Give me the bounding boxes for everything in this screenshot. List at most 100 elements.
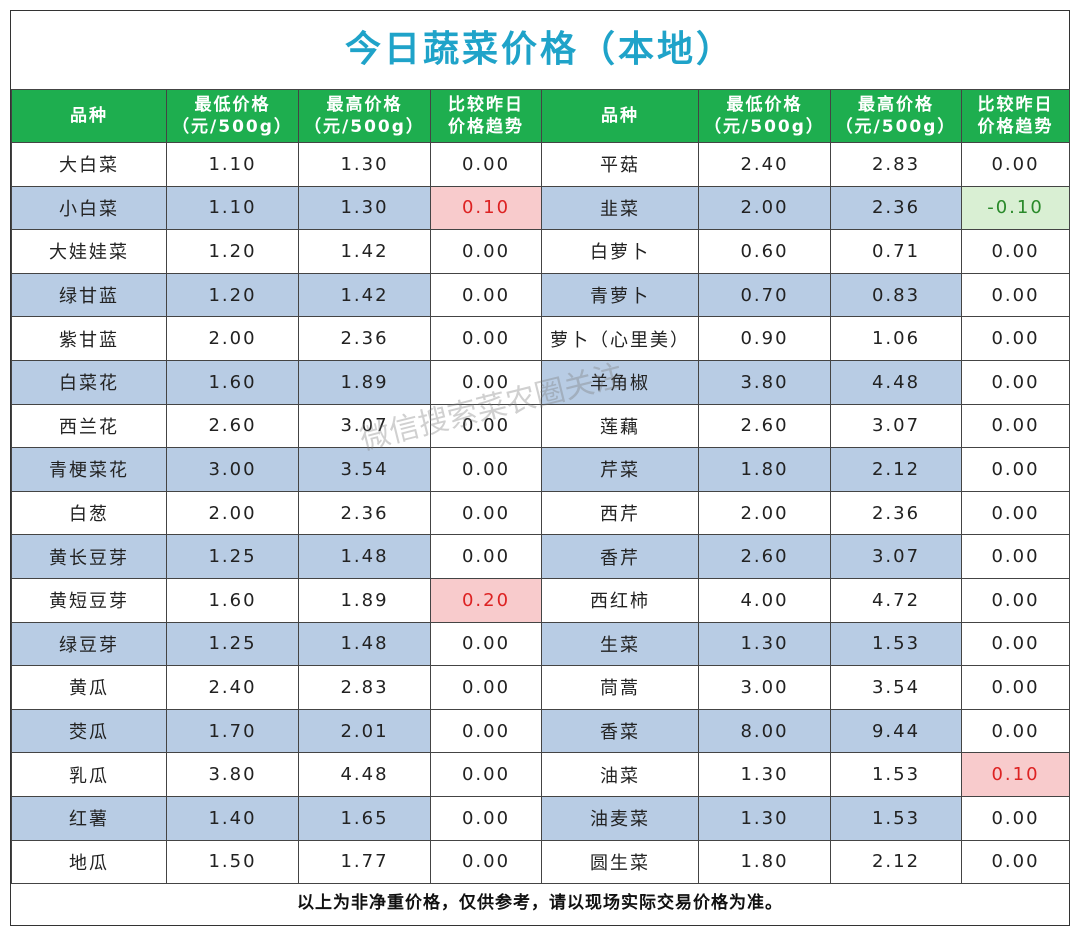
cell: 1.20 xyxy=(166,272,299,318)
cell: 莲藕 xyxy=(541,403,699,449)
cell: 0.00 xyxy=(430,839,542,885)
cell: 1.48 xyxy=(298,621,431,667)
cell: 0.00 xyxy=(961,490,1070,536)
cell: 2.00 xyxy=(166,490,299,536)
header-line: 比较昨日 xyxy=(448,95,524,115)
cell: 1.10 xyxy=(166,142,299,187)
cell: 0.00 xyxy=(430,142,542,187)
cell: 0.00 xyxy=(961,316,1070,361)
cell: 2.12 xyxy=(830,839,962,885)
cell: 2.36 xyxy=(298,490,431,536)
header-line: 比较昨日 xyxy=(977,95,1054,115)
column-header: 最高价格 （元/500g） xyxy=(298,89,431,143)
table-row: 西兰花 2.60 3.07 0.00 莲藕 2.60 3.07 0.00 xyxy=(11,403,1070,449)
cell: 4.00 xyxy=(698,577,831,623)
cell: 0.00 xyxy=(430,665,542,710)
cell: 1.30 xyxy=(698,795,831,841)
cell: 3.80 xyxy=(166,752,299,797)
cell: 2.12 xyxy=(830,447,962,492)
table-row: 大白菜 1.10 1.30 0.00 平菇 2.40 2.83 0.00 xyxy=(11,142,1070,187)
cell: 1.60 xyxy=(166,577,299,623)
cell: 2.83 xyxy=(298,665,431,710)
cell: 1.06 xyxy=(830,316,962,361)
cell: 2.60 xyxy=(698,403,831,449)
cell: 0.00 xyxy=(430,359,542,405)
table-row: 绿甘蓝 1.20 1.42 0.00 青萝卜 0.70 0.83 0.00 xyxy=(11,272,1070,318)
cell: 9.44 xyxy=(830,708,962,754)
column-header: 最低价格 （元/500g） xyxy=(698,89,831,143)
cell: 西红柿 xyxy=(541,577,699,623)
cell: 绿甘蓝 xyxy=(11,272,167,318)
cell: 黄长豆芽 xyxy=(11,534,167,579)
header-line: 最高价格 xyxy=(326,95,403,115)
cell: 3.00 xyxy=(166,447,299,492)
cell: 青萝卜 xyxy=(541,272,699,318)
cell: 0.00 xyxy=(961,621,1070,667)
cell: 2.36 xyxy=(830,490,962,536)
cell: 生菜 xyxy=(541,621,699,667)
cell: 0.90 xyxy=(698,316,831,361)
cell: 4.72 xyxy=(830,577,962,623)
cell: 2.00 xyxy=(698,490,831,536)
cell: 0.00 xyxy=(961,577,1070,623)
cell: 3.07 xyxy=(298,403,431,449)
table-row: 黄瓜 2.40 2.83 0.00 茼蒿 3.00 3.54 0.00 xyxy=(11,665,1070,710)
cell: 羊角椒 xyxy=(541,359,699,405)
cell: 1.30 xyxy=(298,185,431,231)
cell: 1.70 xyxy=(166,708,299,754)
price-table: 品种 最低价格 （元/500g） 最高价格 （元/500g） 比较昨日 价格趋势 品种 最低价格… xyxy=(11,89,1070,885)
table-row: 茭瓜 1.70 2.01 0.00 香菜 8.00 9.44 0.00 xyxy=(11,708,1070,754)
cell: 芹菜 xyxy=(541,447,699,492)
cell: 0.00 xyxy=(430,708,542,754)
cell: 黄瓜 xyxy=(11,665,167,710)
cell: 2.40 xyxy=(698,142,831,187)
table-row: 大娃娃菜 1.20 1.42 0.00 白萝卜 0.60 0.71 0.00 xyxy=(11,229,1070,274)
column-header: 最低价格 （元/500g） xyxy=(166,89,299,143)
cell: 1.89 xyxy=(298,359,431,405)
header-line: 最高价格 xyxy=(858,95,934,115)
cell: 3.54 xyxy=(298,447,431,492)
column-header: 品种 xyxy=(11,89,167,143)
cell: 3.00 xyxy=(698,665,831,710)
cell: 茼蒿 xyxy=(541,665,699,710)
cell: 0.00 xyxy=(430,403,542,449)
table-row: 青梗菜花 3.00 3.54 0.00 芹菜 1.80 2.12 0.00 xyxy=(11,447,1070,492)
cell: 白萝卜 xyxy=(541,229,699,274)
footer-note: 以上为非净重价格，仅供参考，请以现场实际交易价格为准。 xyxy=(297,893,783,913)
cell: 2.60 xyxy=(698,534,831,579)
table-row: 红薯 1.40 1.65 0.00 油麦菜 1.30 1.53 0.00 xyxy=(11,795,1070,841)
title: 今日蔬菜价格（本地） xyxy=(344,29,735,70)
header-line: （元/500g） xyxy=(172,117,293,137)
cell: 1.50 xyxy=(166,839,299,885)
cell: 萝卜（心里美） xyxy=(541,316,699,361)
table-row: 乳瓜 3.80 4.48 0.00 油菜 1.30 1.53 0.10 xyxy=(11,752,1070,797)
cell: 8.00 xyxy=(698,708,831,754)
cell: 1.25 xyxy=(166,621,299,667)
cell: 1.20 xyxy=(166,229,299,274)
header-line: 最低价格 xyxy=(194,95,271,115)
cell: 茭瓜 xyxy=(11,708,167,754)
cell: 0.00 xyxy=(430,490,542,536)
header-line: （元/500g） xyxy=(704,117,825,137)
cell: 小白菜 xyxy=(11,185,167,231)
cell: 1.42 xyxy=(298,229,431,274)
cell: 地瓜 xyxy=(11,839,167,885)
cell: 0.00 xyxy=(430,229,542,274)
cell: 3.80 xyxy=(698,359,831,405)
cell: 1.10 xyxy=(166,185,299,231)
cell: 1.48 xyxy=(298,534,431,579)
table-row: 白菜花 1.60 1.89 0.00 羊角椒 3.80 4.48 0.00 xyxy=(11,359,1070,405)
cell: 香菜 xyxy=(541,708,699,754)
cell: 3.07 xyxy=(830,403,962,449)
cell: 0.10 xyxy=(961,752,1070,797)
cell: 绿豆芽 xyxy=(11,621,167,667)
header-row: 品种 最低价格 （元/500g） 最高价格 （元/500g） 比较昨日 价格趋势 品种 最低价格… xyxy=(11,89,1070,143)
cell: 紫甘蓝 xyxy=(11,316,167,361)
cell: 0.00 xyxy=(961,447,1070,492)
cell: 红薯 xyxy=(11,795,167,841)
header-line: 品种 xyxy=(70,106,108,126)
cell: 平菇 xyxy=(541,142,699,187)
cell: 2.40 xyxy=(166,665,299,710)
cell: 1.30 xyxy=(298,142,431,187)
cell: 0.20 xyxy=(430,577,542,623)
